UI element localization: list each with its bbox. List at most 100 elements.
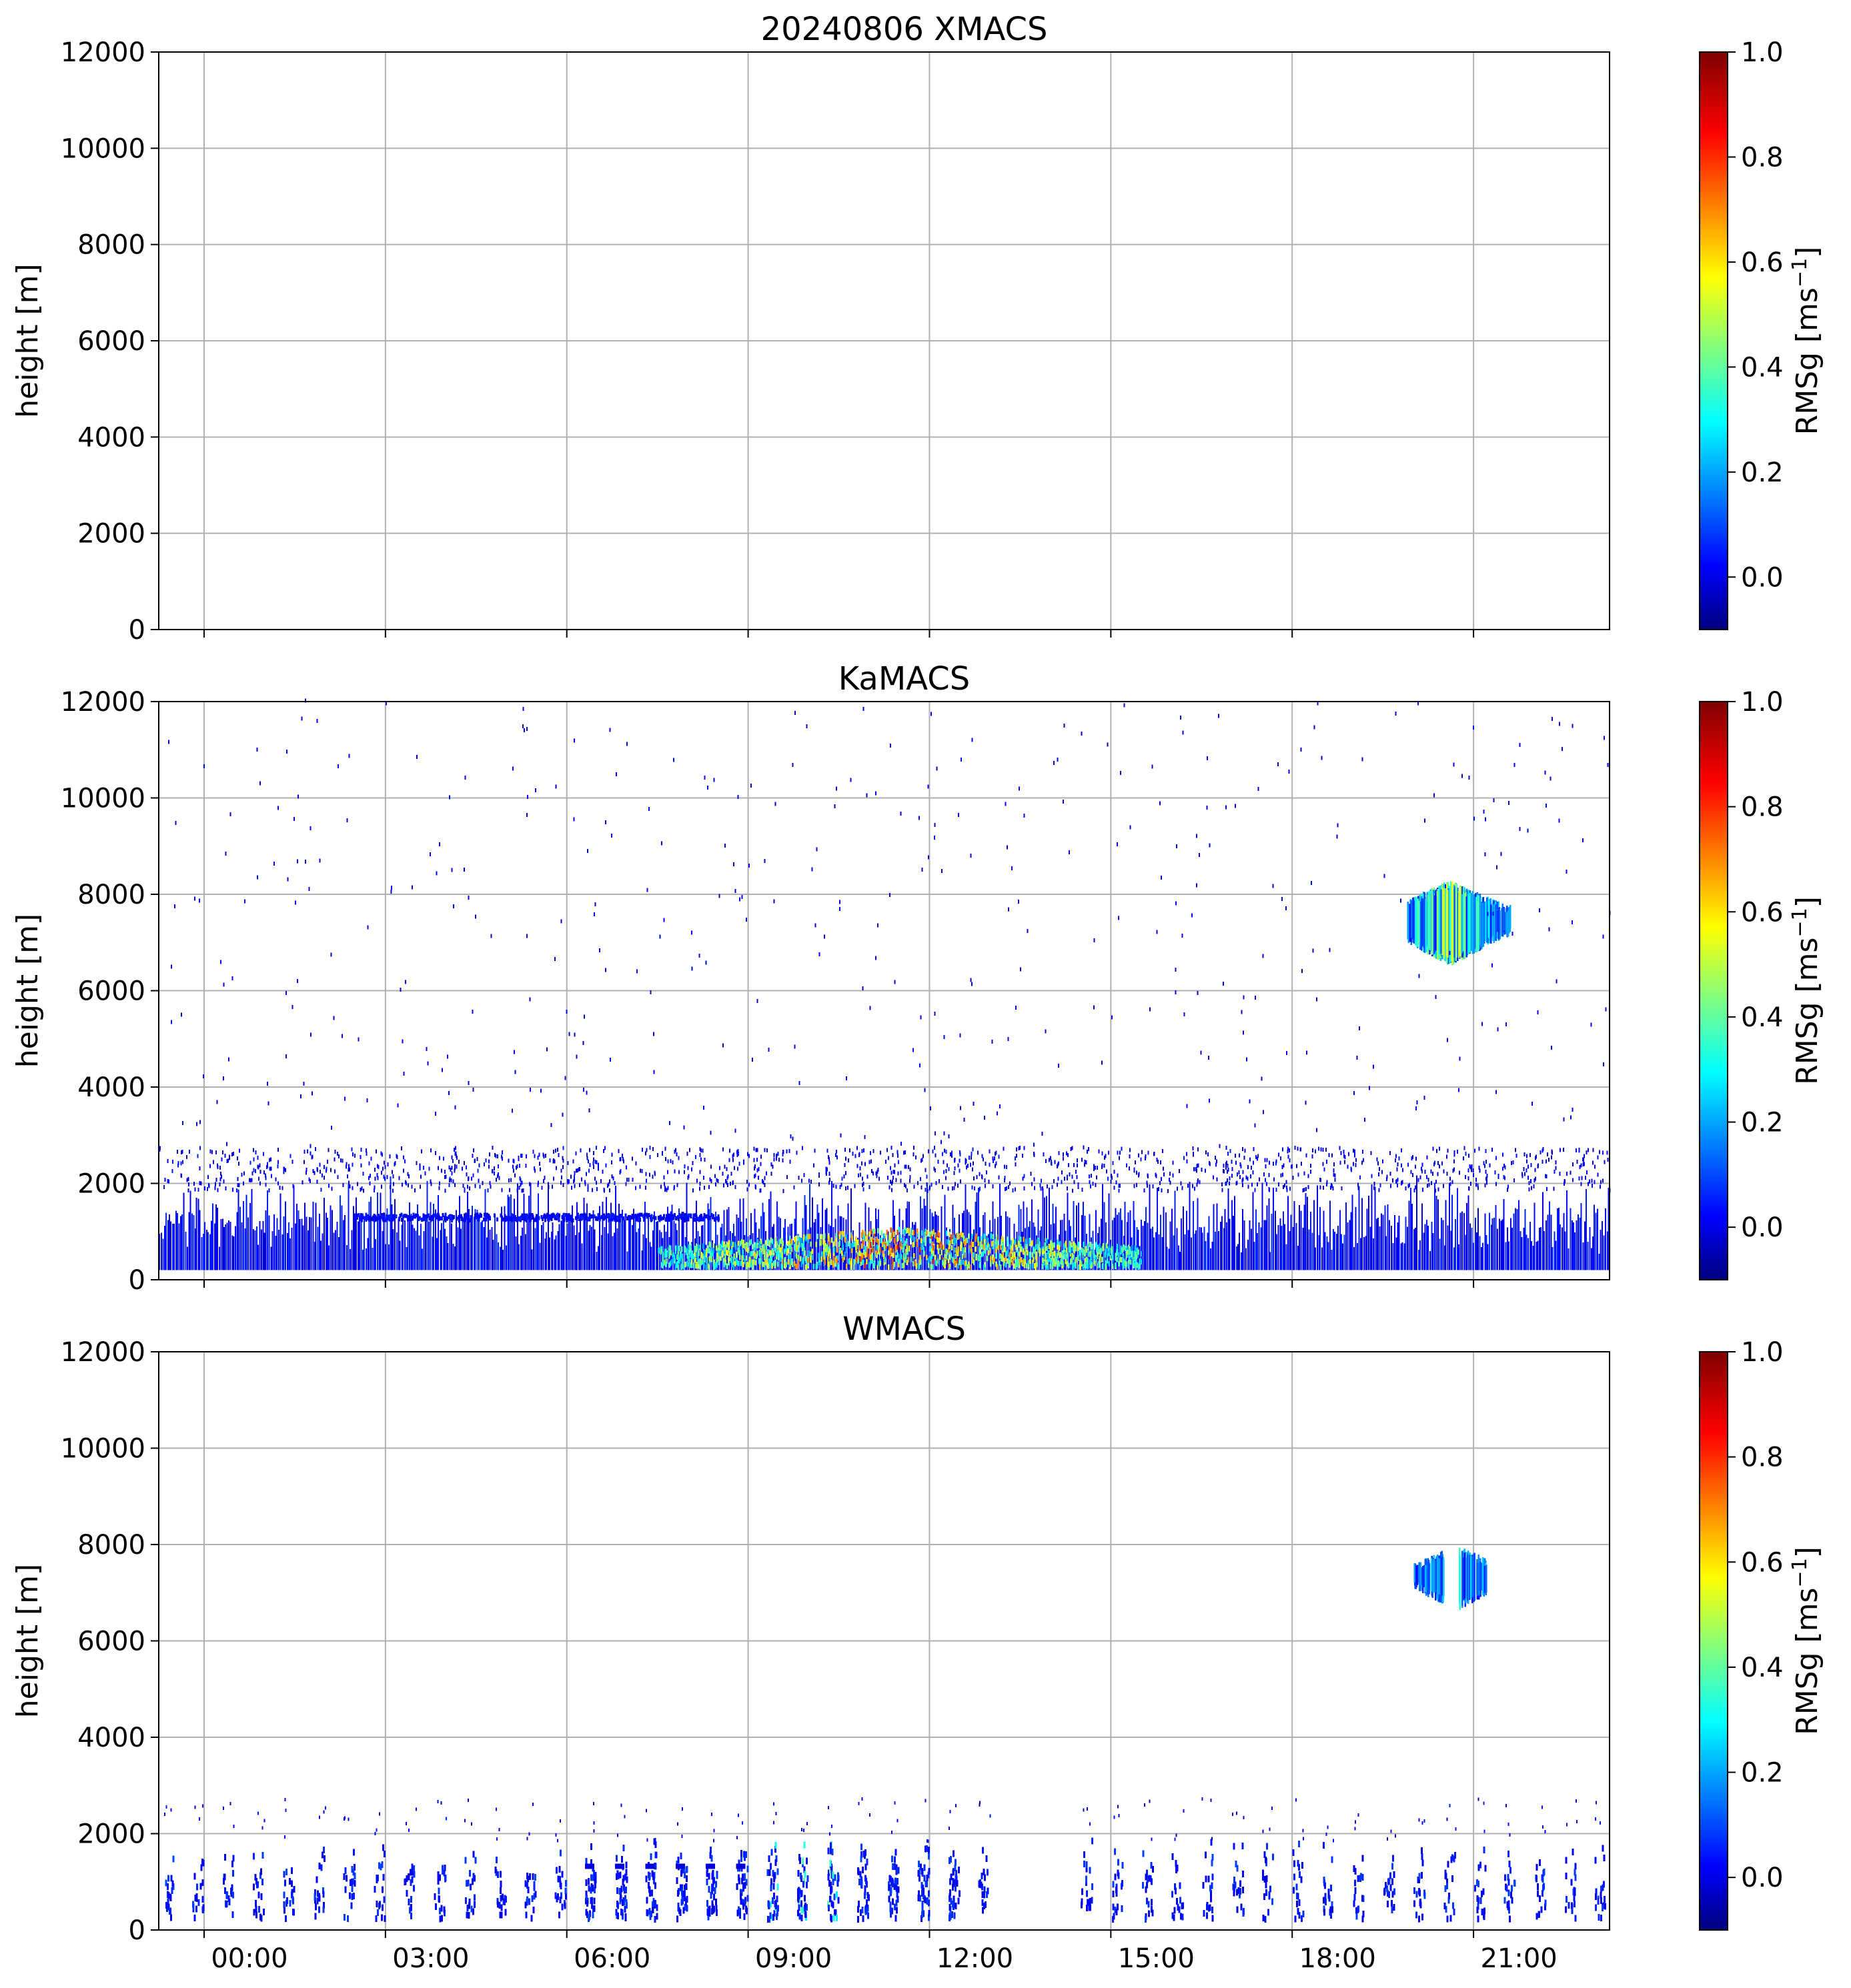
data-pixel [1101, 1264, 1104, 1270]
data-pixel [664, 1248, 666, 1254]
data-pixel [644, 1186, 646, 1190]
data-pixel [1033, 1263, 1036, 1269]
data-pixel [819, 1260, 822, 1266]
data-pixel [1572, 1178, 1574, 1182]
data-pixel [892, 1264, 894, 1270]
data-pixel [424, 1217, 426, 1221]
data-pixel [995, 1161, 997, 1166]
data-pixel [845, 1171, 847, 1176]
data-pixel [872, 1228, 874, 1234]
data-pixel [999, 1260, 1001, 1266]
data-pixel [1003, 1243, 1005, 1249]
data-pixel [642, 1148, 643, 1152]
data-pixel [484, 1189, 486, 1270]
data-pixel [325, 1212, 327, 1270]
data-pixel [1101, 1218, 1103, 1270]
data-pixel [325, 1168, 327, 1173]
data-pixel [888, 1234, 890, 1240]
data-pixel [1467, 1168, 1469, 1173]
data-pixel [1400, 898, 1401, 903]
data-pixel [1307, 1185, 1309, 1189]
data-pixel [1376, 1157, 1378, 1162]
data-pixel [1435, 1180, 1437, 1184]
data-pixel [953, 1258, 955, 1264]
data-pixel [906, 1201, 908, 1270]
data-pixel [1423, 818, 1425, 823]
data-pixel [718, 1250, 720, 1256]
data-pixel [702, 1216, 705, 1220]
data-pixel [832, 1241, 835, 1247]
data-pixel [1084, 1162, 1086, 1167]
data-pixel [938, 1179, 940, 1184]
data-pixel [781, 1249, 783, 1255]
data-pixel [885, 1159, 886, 1164]
data-pixel [1426, 1183, 1428, 1188]
data-pixel [478, 1214, 480, 1270]
data-pixel [825, 1246, 827, 1252]
data-pixel [737, 1260, 740, 1266]
data-pixel [548, 1184, 550, 1189]
data-pixel [349, 1249, 351, 1270]
data-pixel [1029, 1254, 1031, 1260]
data-pixel [624, 1213, 627, 1218]
data-pixel [1181, 933, 1183, 938]
data-pixel [705, 1248, 708, 1254]
data-pixel [1053, 1178, 1055, 1183]
data-pixel [684, 1170, 686, 1174]
data-pixel [1107, 1258, 1109, 1264]
data-pixel [1020, 1246, 1023, 1252]
data-pixel [692, 1218, 695, 1222]
data-pixel [1091, 1263, 1093, 1269]
data-pixel [1486, 1176, 1488, 1181]
data-pixel [653, 1032, 654, 1036]
data-pixel [1579, 1218, 1581, 1270]
data-pixel [249, 1203, 251, 1270]
data-pixel [631, 1156, 633, 1161]
data-pixel [474, 1214, 476, 1218]
data-pixel [1519, 743, 1521, 747]
data-pixel [552, 1150, 554, 1154]
data-pixel [456, 1156, 458, 1160]
data-pixel [1607, 1231, 1608, 1270]
data-pixel [1245, 1248, 1247, 1270]
data-pixel [1138, 1264, 1140, 1270]
data-pixel [758, 1167, 760, 1171]
data-pixel [672, 1258, 674, 1264]
data-pixel [752, 1244, 754, 1250]
data-pixel [1033, 1248, 1035, 1254]
data-pixel [1006, 1186, 1008, 1190]
data-pixel [400, 987, 402, 992]
data-pixel [931, 1248, 933, 1254]
data-pixel [540, 1224, 542, 1270]
data-pixel [449, 1176, 451, 1181]
data-pixel [1415, 1228, 1417, 1270]
data-pixel [566, 1218, 568, 1222]
data-pixel [1041, 1264, 1043, 1270]
data-pixel [507, 1194, 509, 1270]
data-pixel [1180, 1181, 1182, 1186]
data-pixel [868, 1239, 870, 1245]
data-pixel [767, 1249, 769, 1255]
data-pixel [620, 1216, 622, 1270]
data-pixel [979, 1186, 981, 1191]
data-pixel [965, 1158, 967, 1163]
data-pixel [638, 1217, 640, 1222]
data-pixel [331, 1186, 333, 1191]
data-pixel [1253, 1241, 1255, 1270]
data-pixel [904, 1183, 905, 1188]
data-pixel [948, 1167, 950, 1172]
data-pixel [686, 1152, 688, 1156]
data-pixel [1511, 931, 1513, 936]
data-pixel [1208, 1056, 1210, 1060]
data-pixel [1046, 1246, 1049, 1251]
data-pixel [1022, 1260, 1024, 1266]
data-pixel [1418, 974, 1420, 978]
data-pixel [657, 1153, 659, 1157]
data-pixel [660, 1249, 662, 1255]
data-pixel [1215, 1156, 1216, 1160]
data-pixel [1083, 1202, 1085, 1270]
data-pixel [382, 1166, 384, 1171]
data-pixel [620, 1157, 622, 1161]
data-pixel [1532, 1246, 1534, 1270]
data-pixel [1068, 1163, 1070, 1168]
